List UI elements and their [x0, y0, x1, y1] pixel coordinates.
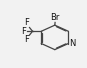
Text: N: N — [69, 39, 76, 48]
Text: F: F — [22, 27, 26, 36]
Text: F: F — [24, 18, 29, 27]
Text: Br: Br — [50, 13, 60, 22]
Text: F: F — [24, 35, 29, 44]
